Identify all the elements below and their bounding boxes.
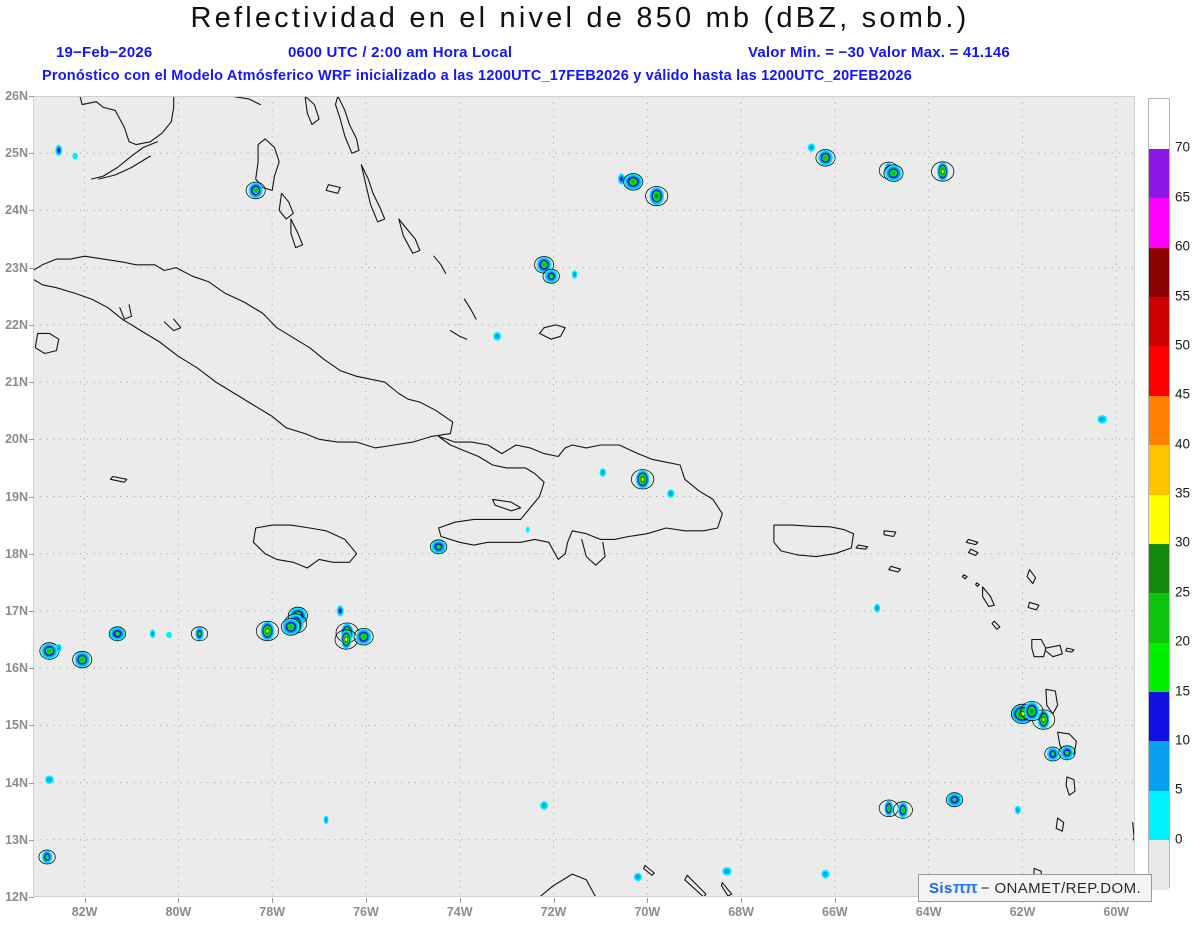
colorbar-tick-label: 20 [1175, 633, 1191, 649]
colorbar-tick-label: 10 [1175, 732, 1191, 748]
lat-tick-label: 19N [5, 489, 28, 504]
colorbar-tick-label: 60 [1175, 238, 1191, 254]
colorbar-band [1149, 790, 1169, 841]
attribution-pi-icon: ππ [952, 878, 978, 897]
attribution-sis: Sis [929, 879, 953, 897]
attribution-org: − ONAMET/REP.DOM. [980, 879, 1142, 897]
lat-tick-label: 22N [5, 317, 28, 332]
header: Reflectividad en el nivel de 850 mb (dBZ… [0, 0, 1200, 92]
lon-tick-label: 82W [71, 905, 98, 919]
lon-tick-label: 78W [259, 905, 285, 919]
lon-tick [178, 898, 180, 903]
colorbar-band [1149, 740, 1169, 791]
lat-tick [29, 897, 34, 898]
reflectivity-colorbar [1148, 98, 1170, 890]
lat-tick-label: 16N [5, 661, 28, 676]
graticule-grid [33, 96, 1135, 897]
colorbar-band [1149, 642, 1169, 693]
colorbar-tick-label: 70 [1175, 139, 1191, 155]
forecast-date: 19−Feb−2026 [56, 44, 153, 61]
colorbar-band [1149, 592, 1169, 643]
lon-tick [741, 898, 743, 903]
colorbar-tick-label: 35 [1175, 485, 1191, 501]
lon-tick [834, 898, 836, 903]
lon-tick-label: 64W [915, 905, 942, 919]
lat-tick-label: 24N [5, 203, 28, 218]
lon-tick [84, 898, 86, 903]
lon-tick-label: 68W [728, 905, 754, 919]
lon-tick-label: 70W [634, 905, 661, 919]
lon-tick [553, 898, 555, 903]
lon-tick-label: 74W [446, 905, 473, 919]
colorbar-tick-label: 55 [1175, 288, 1191, 303]
colorbar-band [1149, 691, 1169, 742]
colorbar-band [1149, 148, 1169, 199]
lon-tick-label: 80W [165, 905, 192, 919]
colorbar-tick-label: 45 [1175, 386, 1191, 402]
colorbar-band [1149, 839, 1169, 890]
colorbar-band [1149, 543, 1169, 594]
colorbar-tick-label: 30 [1175, 534, 1191, 550]
colorbar-tick-label: 15 [1175, 683, 1191, 698]
colorbar-tick-label: 65 [1175, 189, 1191, 205]
colorbar-band [1149, 444, 1169, 495]
colorbar-band [1149, 345, 1169, 396]
page-title: Reflectividad en el nivel de 850 mb (dBZ… [190, 2, 970, 34]
colorbar-tick-label: 5 [1175, 781, 1183, 797]
lon-tick-label: 62W [1009, 905, 1036, 919]
lat-tick-label: 12N [5, 890, 28, 904]
attribution-badge: Sis ππ − ONAMET/REP.DOM. [918, 874, 1153, 902]
colorbar-band [1149, 99, 1169, 149]
colorbar-tick-label: 0 [1175, 831, 1183, 847]
lat-tick-label: 13N [5, 832, 28, 847]
lat-tick-label: 25N [5, 146, 28, 161]
reflectivity-layer [38, 143, 1107, 882]
lon-tick [647, 898, 649, 903]
colorbar-band [1149, 197, 1169, 248]
lat-tick-label: 18N [5, 546, 28, 561]
lon-tick-label: 76W [353, 905, 379, 919]
lat-tick-label: 21N [5, 375, 28, 390]
lat-tick-label: 20N [5, 432, 28, 447]
forecast-time: 0600 UTC / 2:00 am Hora Local [288, 44, 513, 61]
colorbar-band [1149, 494, 1169, 544]
map-plot-area [33, 96, 1135, 897]
colorbar-band [1149, 395, 1169, 446]
lat-tick-label: 15N [5, 718, 28, 733]
lon-tick [272, 898, 274, 903]
lat-tick-label: 14N [5, 775, 28, 790]
lon-tick [365, 898, 367, 903]
lon-tick [459, 898, 461, 903]
colorbar-band [1149, 247, 1169, 298]
colorbar-band [1149, 296, 1169, 347]
lon-tick-label: 66W [822, 905, 848, 919]
colorbar-tick-label: 25 [1175, 584, 1191, 600]
colorbar-tick-label: 50 [1175, 337, 1191, 353]
value-range-label: Valor Min. = −30 Valor Max. = 41.146 [748, 44, 1010, 61]
lat-tick-label: 17N [5, 603, 28, 618]
lon-tick-label: 72W [540, 905, 567, 919]
lat-tick-label: 23N [5, 260, 28, 275]
lon-tick-label: 60W [1103, 905, 1130, 919]
model-description: Pronóstico con el Modelo Atmósferico WRF… [42, 68, 913, 84]
colorbar-tick-label: 40 [1175, 436, 1191, 452]
